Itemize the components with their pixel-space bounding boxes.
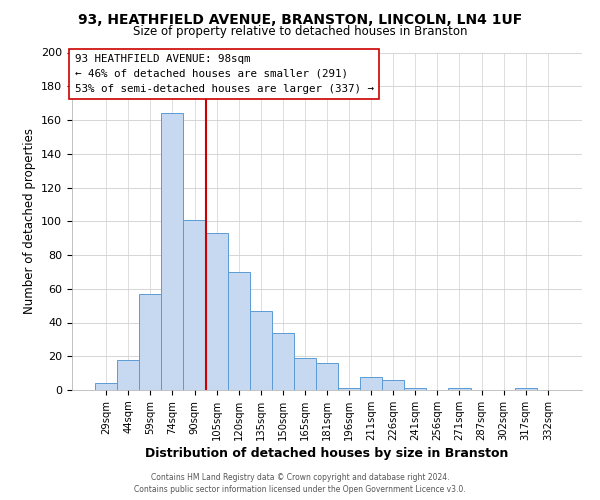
Bar [404,388,427,390]
Bar [360,376,382,390]
Bar [294,358,316,390]
Bar [250,310,272,390]
Bar [206,233,227,390]
Bar [338,388,360,390]
X-axis label: Distribution of detached houses by size in Branston: Distribution of detached houses by size … [145,447,509,460]
Bar [382,380,404,390]
Bar [272,332,294,390]
Text: Contains HM Land Registry data © Crown copyright and database right 2024.
Contai: Contains HM Land Registry data © Crown c… [134,472,466,494]
Bar [95,383,117,390]
Bar [316,363,338,390]
Bar [227,272,250,390]
Text: Size of property relative to detached houses in Branston: Size of property relative to detached ho… [133,25,467,38]
Text: 93, HEATHFIELD AVENUE, BRANSTON, LINCOLN, LN4 1UF: 93, HEATHFIELD AVENUE, BRANSTON, LINCOLN… [78,12,522,26]
Bar [161,114,184,390]
Y-axis label: Number of detached properties: Number of detached properties [23,128,35,314]
Bar [139,294,161,390]
Bar [515,388,537,390]
Bar [448,388,470,390]
Bar [184,220,206,390]
Text: 93 HEATHFIELD AVENUE: 98sqm
← 46% of detached houses are smaller (291)
53% of se: 93 HEATHFIELD AVENUE: 98sqm ← 46% of det… [74,54,374,94]
Bar [117,360,139,390]
